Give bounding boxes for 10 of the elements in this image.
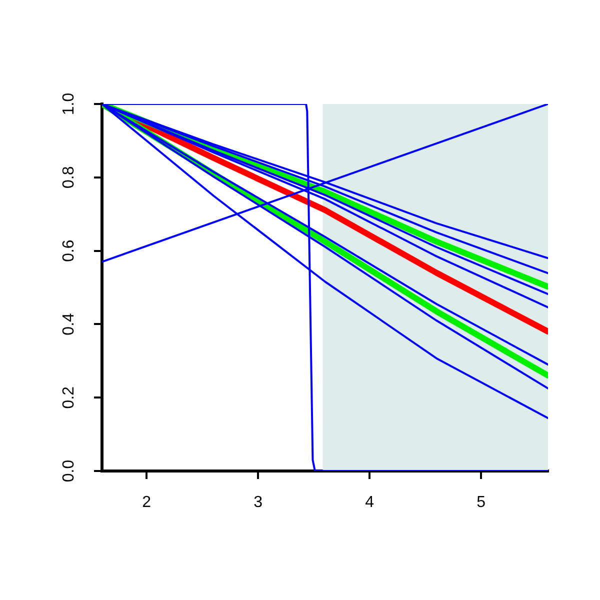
- y-tick-label: 0.2: [60, 386, 78, 409]
- y-tick-label: 1.0: [60, 92, 78, 116]
- y-tick-label: 0.8: [60, 166, 78, 189]
- x-tick-label: 5: [476, 494, 486, 512]
- y-tick-label: 0.4: [60, 312, 78, 336]
- y-tick-label: 0.6: [60, 240, 78, 262]
- x-tick-label: 3: [254, 494, 263, 512]
- x-tick-label: 4: [365, 494, 374, 512]
- x-tick-label: 2: [142, 494, 152, 512]
- y-tick-label: 0.0: [60, 460, 78, 482]
